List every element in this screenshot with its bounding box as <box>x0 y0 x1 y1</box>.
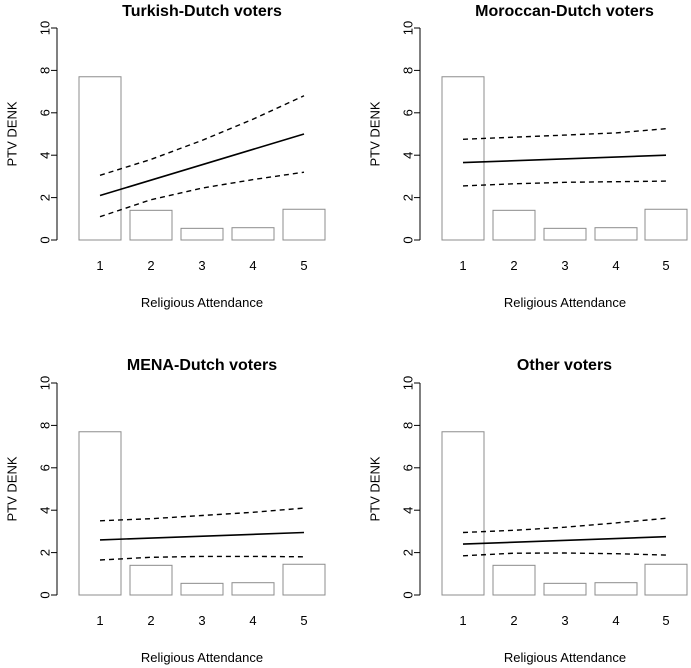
x-tick-label: 1 <box>96 258 103 273</box>
histogram-bar <box>282 208 326 241</box>
x-tick-label: 2 <box>510 258 517 273</box>
fit-line <box>99 531 305 541</box>
histogram-bar <box>78 431 122 596</box>
y-tick-label: 6 <box>38 109 53 116</box>
fit-line <box>99 133 305 197</box>
panel-title: Turkish-Dutch voters <box>122 3 282 20</box>
y-tick-label: 4 <box>38 507 53 514</box>
y-axis-label: PTV DENK <box>5 456 20 521</box>
histogram-bar <box>594 227 638 241</box>
y-tick-label: 10 <box>401 21 416 35</box>
x-axis-label: Religious Attendance <box>504 650 626 665</box>
y-tick-label: 8 <box>401 67 416 74</box>
x-tick-label: 3 <box>561 258 568 273</box>
histogram-bar <box>282 563 326 596</box>
y-tick-label: 8 <box>38 67 53 74</box>
histogram-bar <box>231 582 275 596</box>
x-tick-label: 3 <box>198 613 205 628</box>
panel-moroccan-dutch: Moroccan-Dutch voters 0 2 4 6 8 10 PTV DENK 1 2 3 4… <box>368 3 688 310</box>
histogram-bar <box>492 564 536 596</box>
panel-title: MENA-Dutch voters <box>127 357 277 374</box>
y-tick-label: 8 <box>38 422 53 429</box>
x-tick-label: 1 <box>96 613 103 628</box>
x-tick-label: 5 <box>300 258 307 273</box>
ci-lower-line <box>462 180 667 187</box>
x-axis-label: Religious Attendance <box>504 295 626 310</box>
histogram-bar <box>180 227 224 241</box>
x-tick-label: 5 <box>300 613 307 628</box>
y-tick-label: 2 <box>401 194 416 201</box>
y-tick-label: 2 <box>38 549 53 556</box>
ci-upper-line <box>99 507 305 522</box>
x-axis-label: Religious Attendance <box>141 650 263 665</box>
histogram-bar <box>644 563 688 596</box>
y-tick-label: 6 <box>401 109 416 116</box>
x-tick-label: 1 <box>459 258 466 273</box>
histogram-bar <box>441 76 485 241</box>
fit-line <box>462 154 667 164</box>
y-tick-label: 6 <box>401 464 416 471</box>
histogram-bar <box>129 209 173 241</box>
histogram-bar <box>78 76 122 241</box>
y-tick-label: 4 <box>38 152 53 159</box>
x-tick-label: 2 <box>147 613 154 628</box>
ci-upper-line <box>99 95 305 176</box>
y-axis-label: PTV DENK <box>368 456 383 521</box>
ci-upper-line <box>462 517 667 534</box>
y-axis-label: PTV DENK <box>368 101 383 166</box>
x-tick-label: 4 <box>612 258 619 273</box>
y-tick-label: 4 <box>401 507 416 514</box>
fit-line <box>462 535 667 545</box>
x-tick-label: 2 <box>510 613 517 628</box>
panel-other: Other voters 0 2 4 6 8 10 PTV DENK 1 2 3 4 5 Religiou… <box>368 357 688 665</box>
x-tick-label: 2 <box>147 258 154 273</box>
panel-title: Moroccan-Dutch voters <box>475 3 654 20</box>
panel-title: Other voters <box>517 357 612 374</box>
x-tick-label: 3 <box>561 613 568 628</box>
histogram-bar <box>492 209 536 241</box>
y-tick-label: 2 <box>38 194 53 201</box>
y-tick-label: 4 <box>401 152 416 159</box>
x-tick-label: 5 <box>662 613 669 628</box>
x-tick-label: 5 <box>662 258 669 273</box>
y-tick-label: 0 <box>38 591 53 598</box>
y-tick-label: 6 <box>38 464 53 471</box>
y-tick-label: 0 <box>401 591 416 598</box>
ci-lower-line <box>462 552 667 557</box>
x-tick-label: 4 <box>612 613 619 628</box>
panel-turkish-dutch: Turkish-Dutch voters 0 2 4 6 8 10 PTV DENK 1 2 3 4 5… <box>5 3 326 310</box>
ci-upper-line <box>462 128 667 140</box>
y-axis-label: PTV DENK <box>5 101 20 166</box>
x-tick-label: 4 <box>249 258 256 273</box>
histogram-bar <box>231 227 275 241</box>
y-tick-label: 0 <box>401 236 416 243</box>
ci-lower-line <box>99 555 305 561</box>
y-tick-label: 10 <box>401 376 416 390</box>
histogram-bar <box>543 582 587 596</box>
panel-mena-dutch: MENA-Dutch voters 0 2 4 6 8 10 PTV DENK 1 2 3 4 5 Rel… <box>5 357 326 665</box>
y-tick-label: 8 <box>401 422 416 429</box>
histogram-bar <box>594 582 638 596</box>
x-tick-label: 4 <box>249 613 256 628</box>
x-tick-label: 1 <box>459 613 466 628</box>
histogram-bar <box>543 227 587 241</box>
x-axis-label: Religious Attendance <box>141 295 263 310</box>
ci-lower-line <box>99 171 305 218</box>
y-tick-label: 10 <box>38 21 53 35</box>
y-tick-label: 10 <box>38 376 53 390</box>
histogram-bar <box>441 431 485 596</box>
histogram-bar <box>644 208 688 241</box>
y-tick-label: 0 <box>38 236 53 243</box>
histogram-bar <box>180 582 224 596</box>
histogram-bar <box>129 564 173 596</box>
x-tick-label: 3 <box>198 258 205 273</box>
y-tick-label: 2 <box>401 549 416 556</box>
